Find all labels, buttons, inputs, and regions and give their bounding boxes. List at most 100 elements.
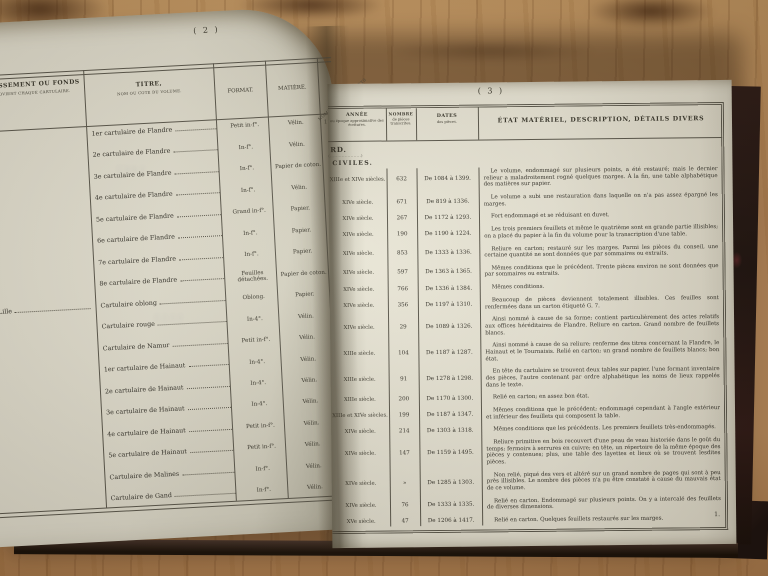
dotted-leader bbox=[172, 338, 228, 347]
titre-text: 3e cartulaire de Flandre bbox=[93, 169, 172, 181]
dotted-leader bbox=[175, 188, 220, 196]
etablissement-cell bbox=[0, 328, 95, 334]
dotted-leader bbox=[189, 445, 234, 454]
table-row: XIIIe siècle. 200 De 1170 à 1300. Relié … bbox=[331, 391, 724, 404]
titre-text: 4e cartulaire de Hainaut bbox=[107, 426, 186, 438]
dates-cell: De 819 à 1336. bbox=[426, 198, 470, 205]
titre-cell: 2e cartulaire de Hainaut bbox=[98, 381, 233, 395]
dotted-leader bbox=[175, 124, 217, 132]
table-row: XIVe siècle. 267 De 1172 à 1293. Fort en… bbox=[329, 210, 722, 223]
dotted-leader bbox=[179, 274, 225, 282]
dates-cell: De 1187 à 1347. bbox=[426, 411, 474, 418]
etat-cell: Ainsi nommé à cause de sa forme; contien… bbox=[485, 314, 720, 337]
table-row: XIIIe siècle. 104 De 1187 à 1287. Ainsi … bbox=[330, 339, 723, 365]
dates-cell: De 1172 à 1293. bbox=[424, 214, 472, 221]
left-table: ÉTABLISSEMENT OU FONDS D'OÙ PROVIENT CHA… bbox=[0, 57, 367, 528]
dotted-leader bbox=[188, 360, 229, 368]
etat-cell: Le volume, endommagé sur plusieurs point… bbox=[483, 166, 718, 188]
nombre-cell: 214 bbox=[398, 428, 410, 435]
etat-cell: Beaucoup de pièces deviennent totalement… bbox=[484, 295, 719, 311]
nombre-cell: 104 bbox=[398, 350, 409, 357]
titre-text: 2e cartulaire de Hainaut bbox=[104, 383, 184, 396]
titre-cell: 1er cartulaire de Flandre bbox=[84, 124, 219, 138]
titre-cell: 4e cartulaire de Flandre bbox=[88, 188, 223, 202]
format-cell: Petit in-f°. bbox=[241, 336, 271, 345]
etat-cell: Mêmes conditions que le précédent. Trent… bbox=[484, 262, 719, 278]
etat-cell: En tête du cartulaire se trouvent deux t… bbox=[485, 366, 720, 389]
etat-cell: Relié en carton; en assez bon état. bbox=[492, 393, 590, 401]
titre-text: 7e cartulaire de Flandre bbox=[98, 255, 177, 267]
dotted-leader bbox=[159, 295, 226, 305]
dotted-leader bbox=[174, 167, 219, 175]
format-cell: In-f°. bbox=[238, 144, 254, 151]
dotted-leader bbox=[187, 402, 231, 411]
etat-cell: Le volume a subi une restauration dans l… bbox=[483, 192, 718, 208]
etablissement-cell bbox=[0, 349, 96, 355]
format-cell: Oblong. bbox=[242, 294, 266, 302]
format-cell: In-4°. bbox=[251, 401, 268, 409]
etablissement-cell bbox=[0, 285, 92, 291]
right-page: ( 3 ) ANNÉE ou époque approximative des … bbox=[327, 79, 737, 549]
nombre-cell: 597 bbox=[397, 269, 408, 276]
etablissement-cell bbox=[0, 371, 97, 377]
signature-mark: 1. bbox=[714, 511, 721, 519]
format-cell: Petit in-f°. bbox=[245, 422, 276, 431]
format-cell: In-4°. bbox=[250, 380, 267, 387]
nombre-cell: 190 bbox=[396, 231, 408, 238]
nombre-cell: 76 bbox=[401, 502, 409, 509]
etat-cell: Mêmes conditions. bbox=[491, 284, 545, 291]
etablissement-cell bbox=[0, 478, 103, 484]
dotted-leader bbox=[157, 317, 227, 326]
format-cell: In-f°. bbox=[239, 165, 255, 173]
etat-cell: Fort endommagé et se réduisant en duvet. bbox=[490, 212, 610, 220]
etat-cell: Reliure en carton; restauré sur les marg… bbox=[484, 243, 719, 259]
table-row: XIVe siècle. 671 De 819 à 1336. Le volum… bbox=[329, 191, 722, 210]
dotted-leader bbox=[173, 145, 218, 154]
format-cell: In-f°. bbox=[240, 187, 256, 194]
titre-cell: 5e cartulaire de Flandre bbox=[89, 210, 224, 224]
right-table: ANNÉE ou époque approximative des écritu… bbox=[327, 101, 729, 535]
dates-cell: De 1303 à 1318. bbox=[426, 427, 474, 434]
titre-text: Cartulaire oblong bbox=[100, 299, 158, 310]
format-cell: In-f°. bbox=[243, 229, 258, 237]
column-header-format: FORMAT. bbox=[227, 87, 254, 95]
table-row: XIVe siècle. 190 De 1190 à 1224. Les tro… bbox=[329, 223, 722, 242]
table-row: XIVe siècle. 214 De 1303 à 1318. Mêmes c… bbox=[331, 423, 724, 436]
etablissement-cell bbox=[0, 413, 99, 419]
titre-text: Cartulaire de Gand bbox=[110, 492, 173, 503]
wood-grain-knot bbox=[586, 0, 716, 28]
etablissement-cell bbox=[0, 499, 104, 505]
etablissement-cell bbox=[0, 263, 91, 269]
column-header-etablissement: ÉTABLISSEMENT OU FONDS D'OÙ PROVIENT CHA… bbox=[0, 78, 80, 97]
dates-cell: De 1159 à 1495. bbox=[427, 450, 474, 457]
etat-cell: Relié en carton. Endommagé sur plusieurs… bbox=[486, 495, 721, 511]
titre-cell: 7e cartulaire de Flandre bbox=[91, 252, 226, 267]
titre-cell: 6e cartulaire de Flandre bbox=[90, 231, 225, 245]
format-cell: Petit in-f°. bbox=[230, 122, 260, 130]
dates-cell: De 1206 à 1417. bbox=[427, 518, 475, 525]
titre-text: 5e cartulaire de Hainaut bbox=[108, 448, 188, 460]
nombre-cell: 356 bbox=[397, 301, 409, 309]
nombre-cell: 199 bbox=[398, 411, 410, 419]
etablissement-cell bbox=[0, 135, 85, 141]
dates-cell: De 1336 à 1384. bbox=[425, 285, 473, 292]
titre-text: 4e cartulaire de Flandre bbox=[94, 191, 173, 203]
format-cell: In-4°. bbox=[246, 315, 263, 323]
etablissement-cell bbox=[0, 392, 98, 398]
table-row: XIVe siècle. 853 De 1333 à 1336. Reliure… bbox=[329, 243, 722, 262]
nombre-cell: 29 bbox=[399, 324, 407, 331]
titre-cell: 3e cartulaire de Flandre bbox=[87, 167, 222, 181]
table-row: XIVe siècle. » De 1285 à 1303. Non relié… bbox=[332, 469, 725, 495]
right-table-rows: XIIIe et XIVe siècles. 632 De 1084 à 139… bbox=[328, 165, 725, 527]
table-row: XIIIe et XIVe siècles. 632 De 1084 à 139… bbox=[328, 165, 721, 191]
titre-text: Cartulaire rouge bbox=[101, 320, 156, 331]
titre-text: Cartulaire de Namur bbox=[102, 341, 170, 353]
nombre-cell: 671 bbox=[396, 198, 408, 205]
nombre-cell: 766 bbox=[397, 285, 409, 292]
format-cell: In-f°. bbox=[244, 251, 259, 259]
dotted-leader bbox=[178, 252, 224, 261]
nombre-cell: 47 bbox=[401, 518, 409, 525]
table-row: XIVe siècle. 356 De 1197 à 1310. Beaucou… bbox=[330, 294, 723, 313]
titre-text: 5e cartulaire de Flandre bbox=[95, 212, 174, 224]
etablissement-cell bbox=[0, 199, 88, 205]
